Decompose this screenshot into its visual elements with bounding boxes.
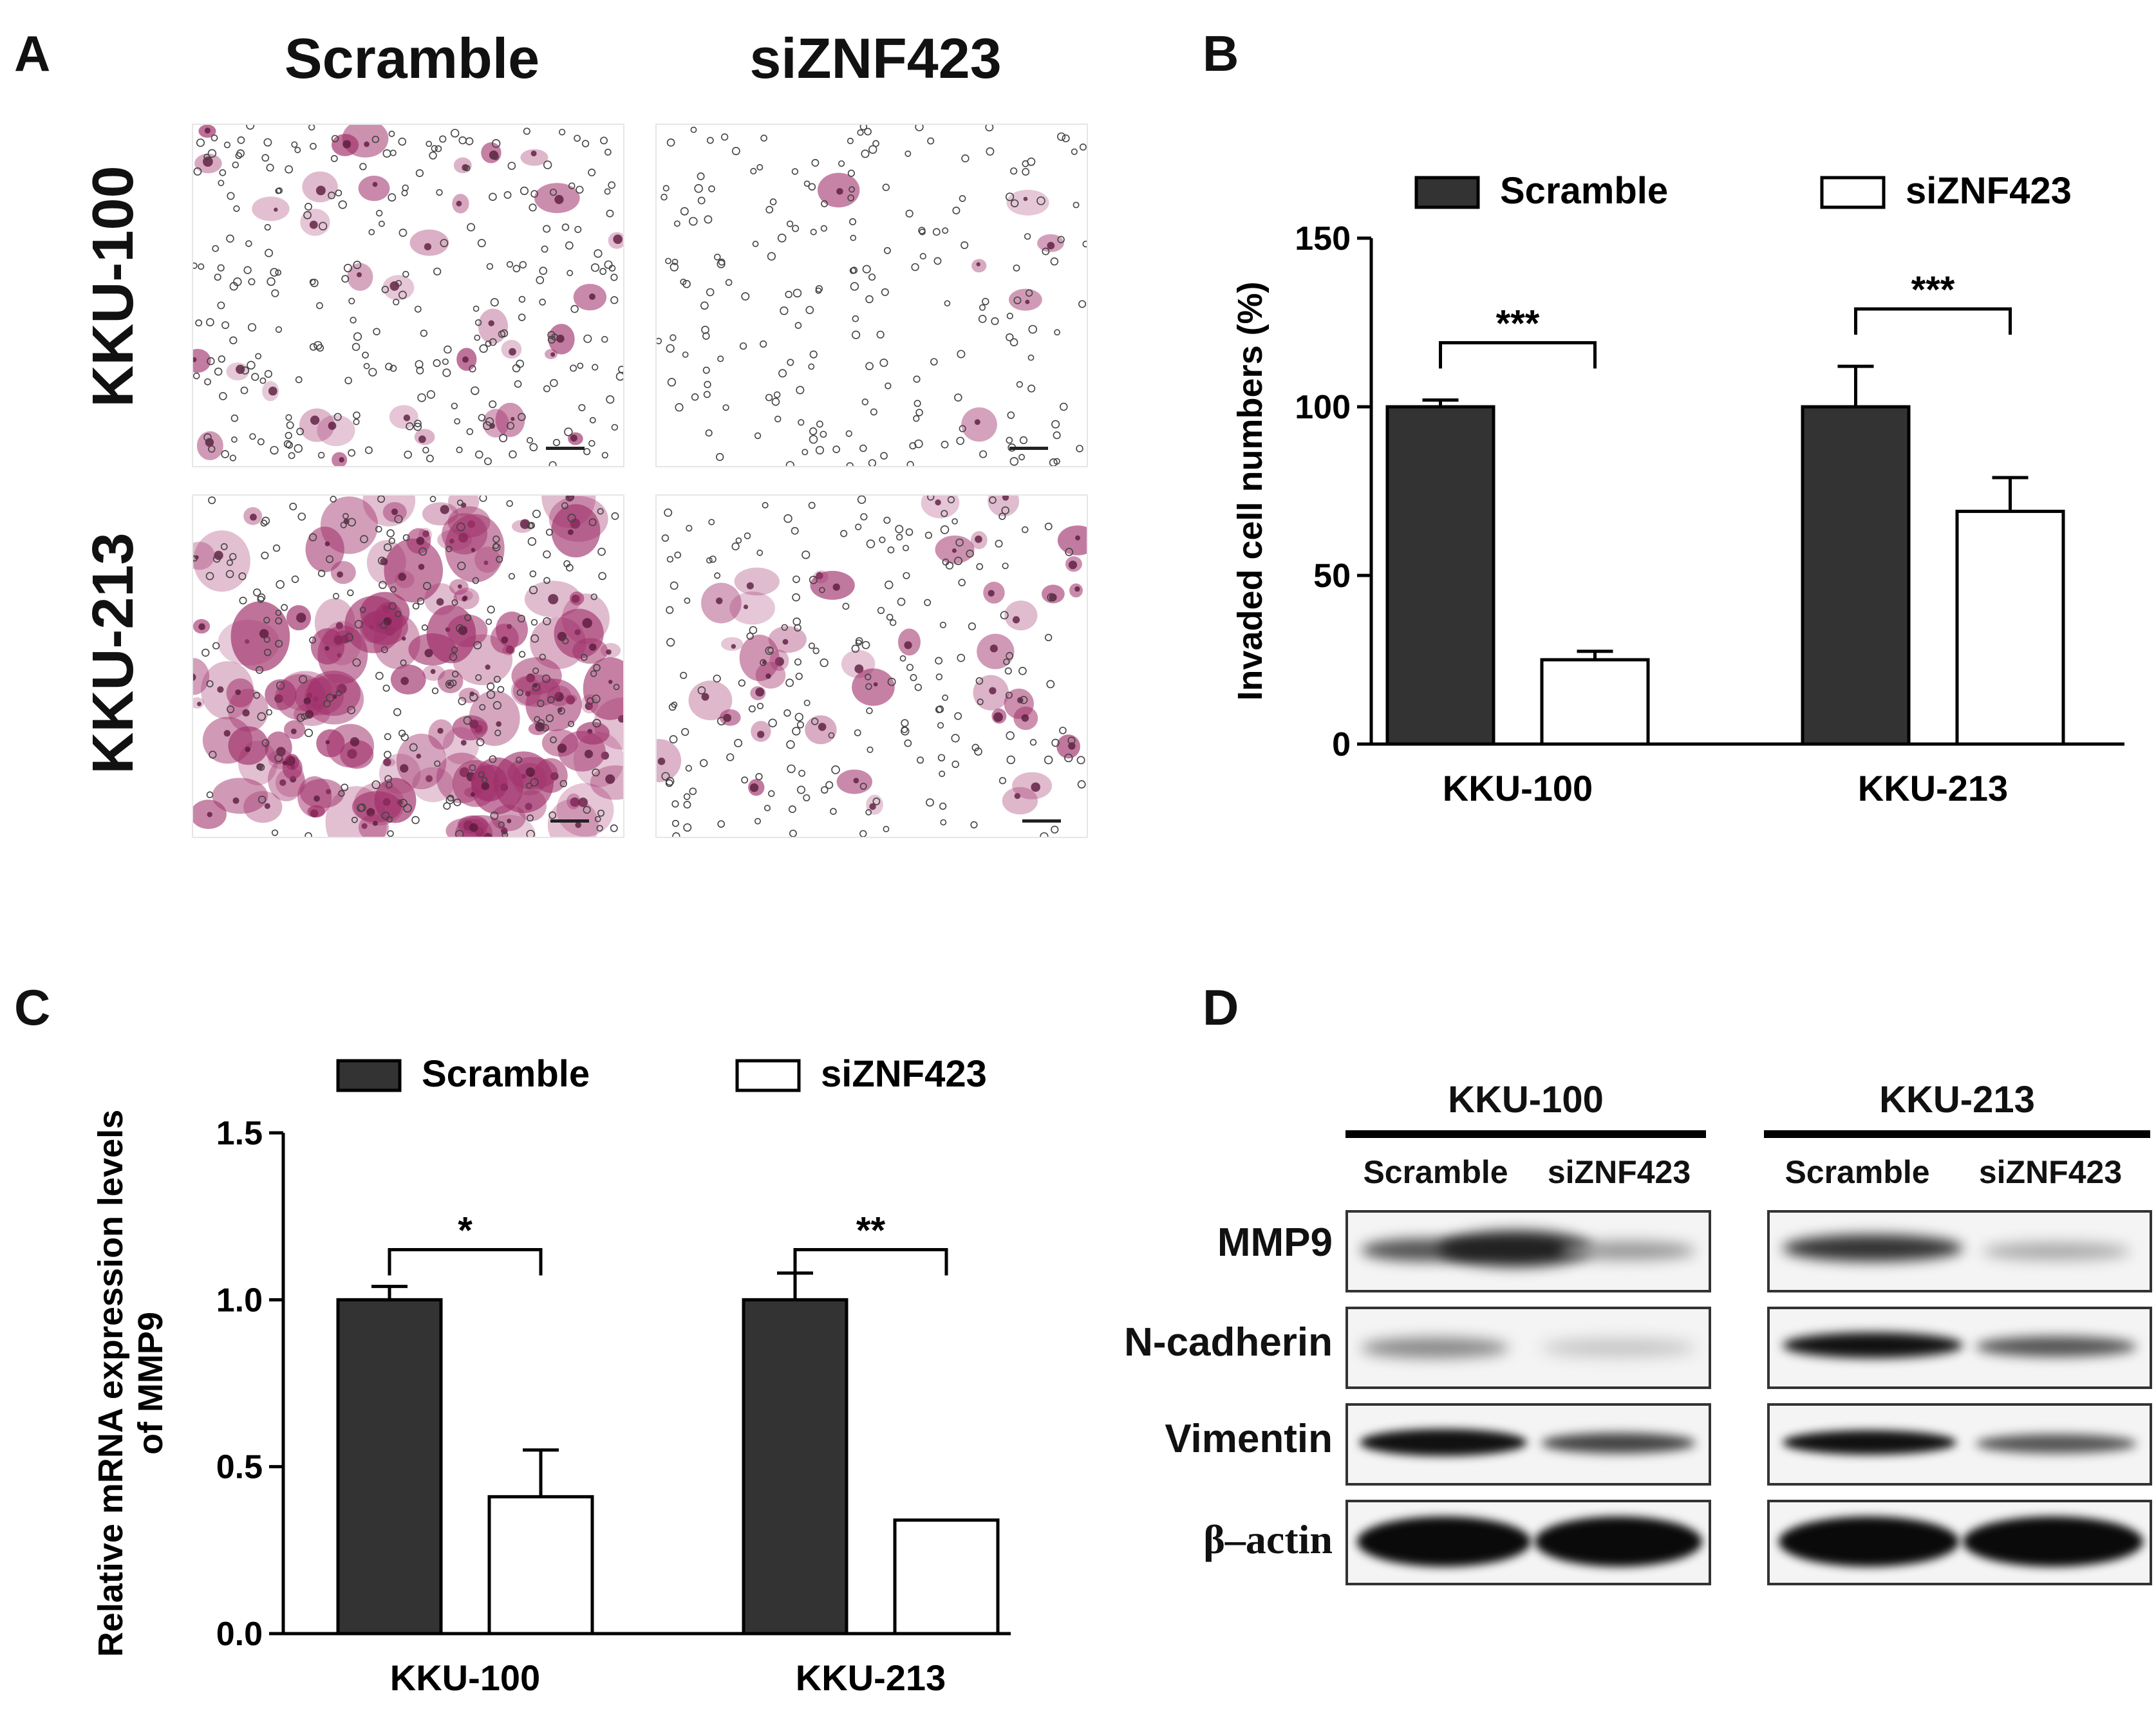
y-tick-label: 1.0 — [216, 1282, 263, 1319]
significance-label: * — [458, 1210, 473, 1252]
blot-mmp9-kku100 — [1345, 1210, 1711, 1292]
legend-label: Scramble — [422, 1053, 590, 1095]
x-tick-label: KKU-100 — [1443, 768, 1593, 808]
micrograph-kku100-siznf423 — [655, 124, 1088, 467]
panel-b-letter: B — [1203, 25, 1239, 82]
legend-label: Scramble — [1500, 170, 1668, 212]
y-tick-label: 50 — [1313, 557, 1351, 595]
row-label-kku100: KKU-100 — [81, 165, 145, 407]
wb-protein-bactin: β–actin — [1203, 1516, 1333, 1562]
wb-protein-mmp9: MMP9 — [1217, 1220, 1333, 1265]
bar-scramble-kku-100 — [1385, 405, 1495, 746]
chart-b: 0 50 100 150 Invaded cell numbers (%) KKU-100… — [1231, 170, 2124, 808]
scale-bar — [550, 819, 589, 823]
wb-group-line-kku213 — [1764, 1130, 2150, 1138]
bar-scramble-kku-213 — [742, 1298, 848, 1636]
x-tick-label: KKU-100 — [390, 1657, 540, 1698]
y-tick-label: 0.5 — [216, 1449, 263, 1486]
x-tick-label: KKU-213 — [1858, 768, 2008, 808]
legend-swatch — [1820, 176, 1886, 209]
y-tick-label: 1.5 — [216, 1115, 263, 1152]
blot-vimentin-kku100 — [1345, 1403, 1711, 1486]
micrograph-kku100-scramble — [192, 124, 624, 467]
x-tick-label: KKU-213 — [796, 1657, 946, 1698]
y-tick-label: 150 — [1295, 220, 1351, 257]
y-tick-label: 0.0 — [216, 1616, 263, 1653]
y-axis-label: of MMP9 — [131, 1312, 170, 1455]
blot-bactin-kku213 — [1767, 1500, 2152, 1585]
wb-protein-ncadherin: N-cadherin — [1124, 1320, 1333, 1365]
blot-bactin-kku100 — [1345, 1500, 1711, 1585]
significance-label: ** — [856, 1210, 886, 1252]
blot-ncadherin-kku100 — [1345, 1307, 1711, 1389]
legend-label: siZNF423 — [821, 1053, 987, 1095]
legend-swatch — [1414, 176, 1480, 209]
wb-group-kku213: KKU-213 — [1879, 1079, 2035, 1121]
wb-protein-vimentin: Vimentin — [1165, 1417, 1333, 1461]
wb-lane-scramble-2: Scramble — [1785, 1154, 1930, 1190]
wb-lane-siznf423-1: siZNF423 — [1547, 1154, 1691, 1190]
panel-a-letter: A — [14, 25, 51, 82]
row-label-kku213: KKU-213 — [81, 532, 145, 774]
micrograph-kku213-siznf423 — [655, 494, 1088, 838]
bar-scramble-kku-100 — [336, 1298, 443, 1636]
col-label-siznf423: siZNF423 — [749, 26, 1002, 90]
col-label-scramble: Scramble — [284, 26, 540, 90]
bar-siznf423-kku-213 — [1955, 509, 2065, 746]
wb-group-line-kku100 — [1345, 1130, 1706, 1138]
significance-label: *** — [1496, 303, 1540, 344]
wb-lane-siznf423-2: siZNF423 — [1978, 1154, 2123, 1190]
bar-scramble-kku-213 — [1801, 405, 1911, 746]
wb-group-kku100: KKU-100 — [1448, 1079, 1604, 1121]
bar-siznf423-kku-213 — [893, 1518, 1000, 1636]
micro-2 — [193, 496, 623, 837]
y-tick-label: 100 — [1295, 389, 1351, 426]
y-axis-label: Relative mRNA expression levels — [91, 1110, 130, 1657]
micro-0 — [193, 125, 623, 466]
blot-ncadherin-kku213 — [1767, 1307, 2152, 1389]
bar-siznf423-kku-100 — [1540, 658, 1650, 746]
micro-3 — [657, 496, 1087, 837]
scale-bar — [1022, 819, 1061, 823]
significance-bracket — [1854, 307, 2012, 335]
micrograph-kku213-scramble — [192, 494, 624, 838]
micro-1 — [657, 125, 1087, 466]
wb-lane-scramble-1: Scramble — [1363, 1154, 1508, 1190]
significance-bracket — [388, 1248, 543, 1276]
chart-c: 0.0 0.5 1.0 1.5 Relative mRNA expression lev… — [91, 1053, 1011, 1698]
bar-siznf423-kku-100 — [487, 1495, 594, 1636]
legend-swatch — [336, 1059, 402, 1092]
legend-label: siZNF423 — [1906, 170, 2072, 212]
panel-c-letter: C — [14, 979, 51, 1036]
blot-vimentin-kku213 — [1767, 1403, 2152, 1486]
scale-bar — [546, 447, 585, 450]
scale-bar — [1009, 447, 1048, 450]
y-axis-label: Invaded cell numbers (%) — [1231, 281, 1270, 700]
significance-label: *** — [1911, 269, 1955, 311]
blot-mmp9-kku213 — [1767, 1210, 2152, 1292]
y-tick-label: 0 — [1332, 726, 1351, 763]
significance-bracket — [793, 1248, 948, 1276]
legend-swatch — [735, 1059, 801, 1092]
panel-d-letter: D — [1203, 979, 1239, 1036]
significance-bracket — [1439, 340, 1597, 369]
